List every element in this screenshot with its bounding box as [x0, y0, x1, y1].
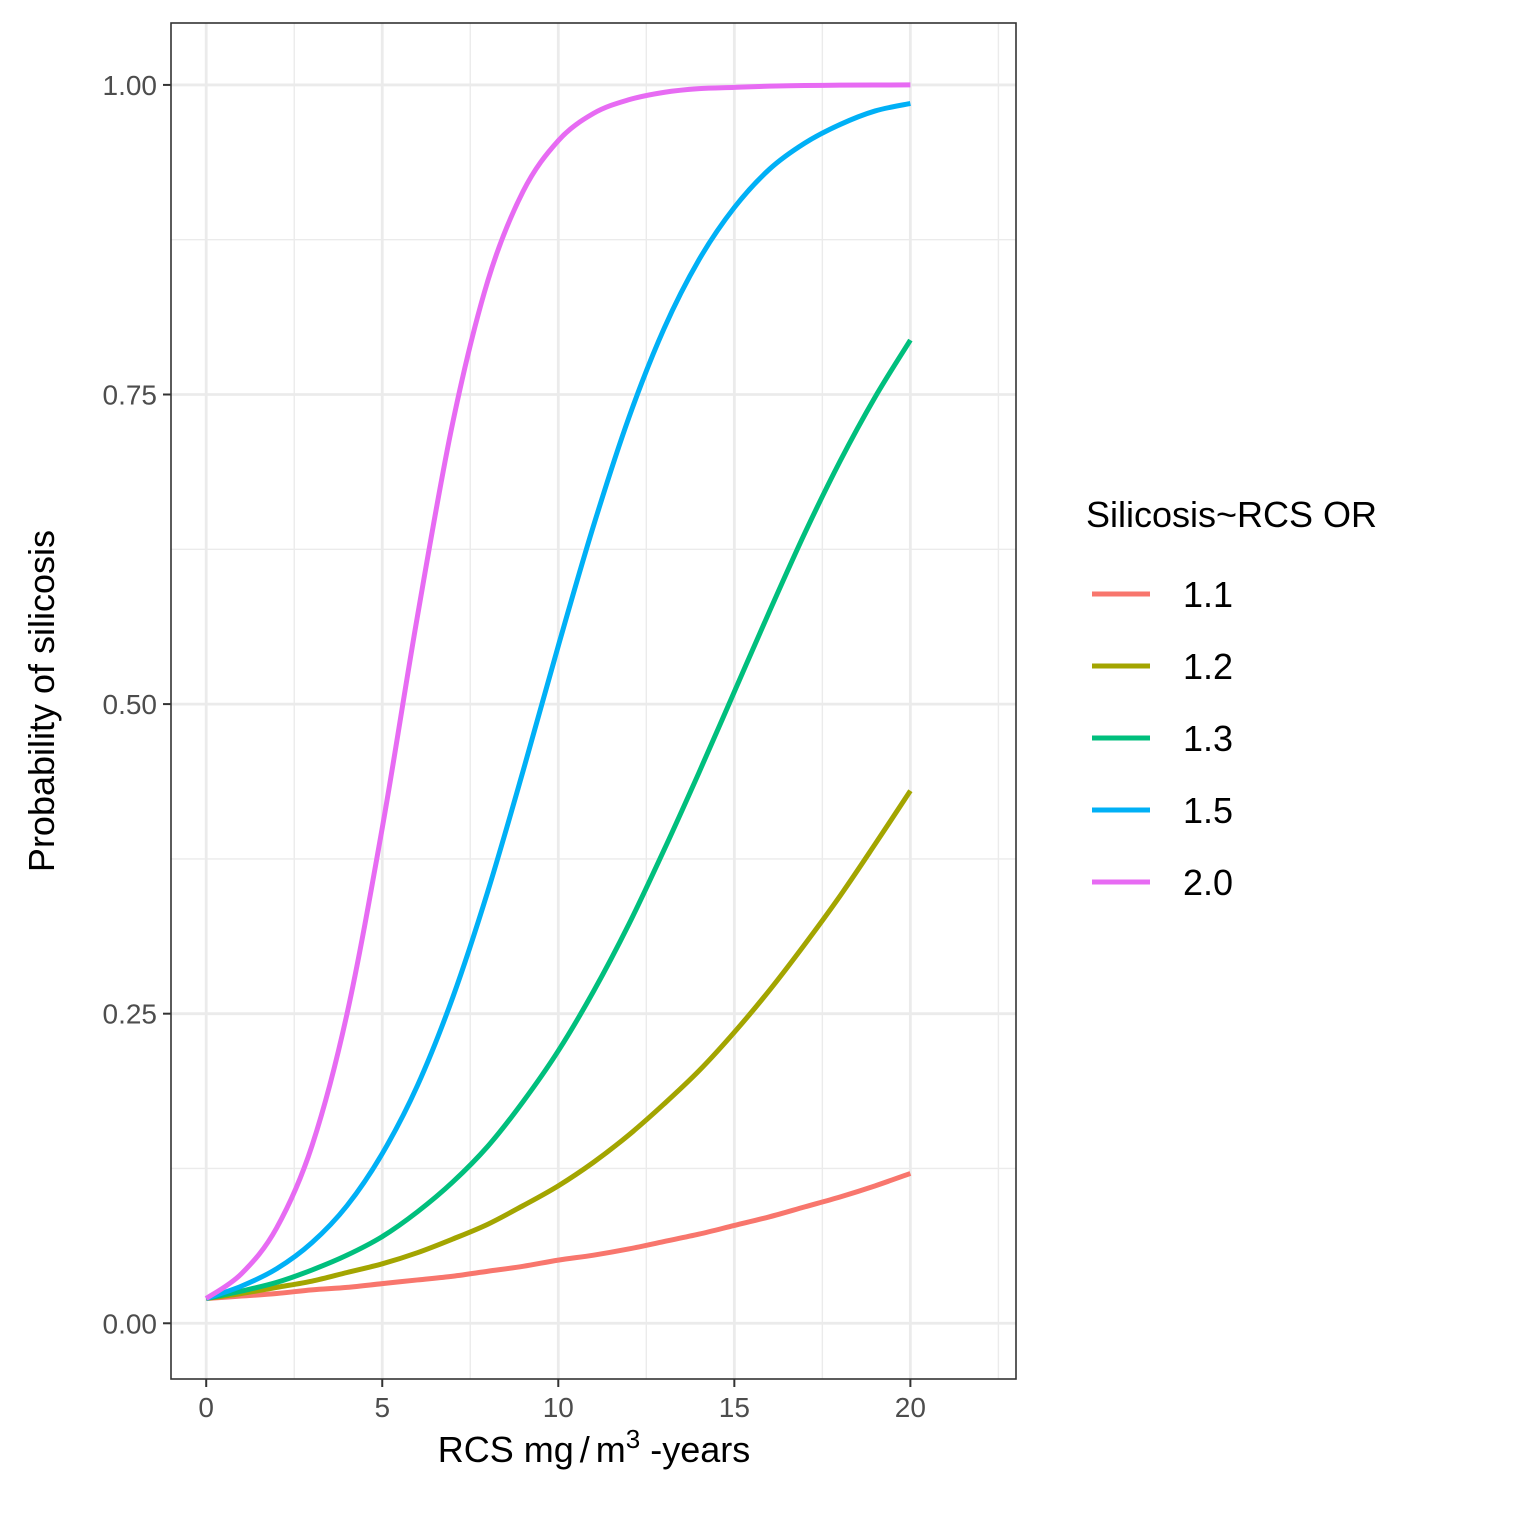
- major-gridlines: [171, 23, 1016, 1379]
- x-tick-label: 20: [895, 1392, 926, 1423]
- legend: Silicosis~RCS OR 1.1 1.2 1.3 1.5 2.0: [1086, 494, 1377, 903]
- legend-title: Silicosis~RCS OR: [1086, 494, 1377, 535]
- x-axis-title-unit: m: [596, 1429, 626, 1470]
- x-tick-label: 10: [543, 1392, 574, 1423]
- y-tick-label: 0.50: [103, 689, 158, 720]
- series-line-1-3: [205, 338, 913, 1301]
- x-axis-title: RCS mg / m3 -years: [438, 1424, 751, 1470]
- series-lines: [204, 82, 913, 1302]
- y-tick-label: 0.75: [103, 380, 158, 411]
- legend-label: 1.5: [1183, 790, 1233, 831]
- x-axis-title-slash: /: [580, 1429, 590, 1470]
- x-axis-ticks: 0 5 10 15 20: [198, 1379, 926, 1423]
- legend-label: 2.0: [1183, 862, 1233, 903]
- minor-gridlines: [171, 23, 1016, 1379]
- x-axis-title-superscript: 3: [626, 1424, 640, 1454]
- series-line-2-0: [204, 82, 911, 1301]
- legend-label: 1.3: [1183, 718, 1233, 759]
- y-tick-label: 0.25: [103, 999, 158, 1030]
- y-tick-label: 1.00: [103, 70, 158, 101]
- x-tick-label: 5: [374, 1392, 390, 1423]
- y-axis-title: Probability of silicosis: [21, 530, 62, 872]
- panel-border: [170, 22, 1017, 1380]
- series-line-1-2: [205, 789, 913, 1301]
- legend-keys: 1.1 1.2 1.3 1.5 2.0: [1092, 574, 1233, 903]
- series-line-1-5: [205, 101, 911, 1301]
- legend-label: 1.2: [1183, 646, 1233, 687]
- x-axis-title-suffix: -years: [640, 1429, 750, 1470]
- y-tick-label: 0.00: [103, 1308, 158, 1339]
- x-tick-label: 15: [719, 1392, 750, 1423]
- legend-label: 1.1: [1183, 574, 1233, 615]
- x-axis-title-prefix: RCS mg: [438, 1429, 574, 1470]
- y-axis-ticks: 0.00 0.25 0.50 0.75 1.00: [103, 70, 171, 1339]
- panel-background: [171, 23, 1016, 1379]
- series-line-1-1: [206, 1171, 912, 1302]
- x-tick-label: 0: [198, 1392, 214, 1423]
